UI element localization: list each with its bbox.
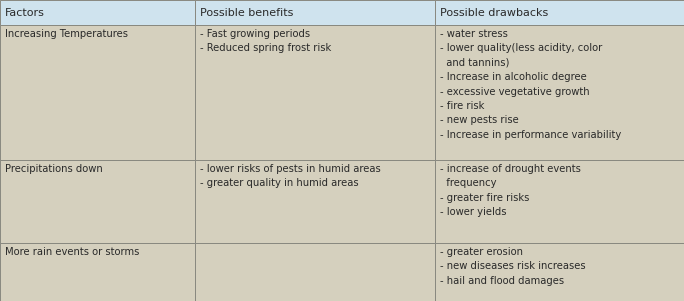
Text: Factors: Factors — [5, 8, 45, 17]
Bar — [0, 160, 195, 243]
Text: - greater erosion
- new diseases risk increases
- hail and flood damages: - greater erosion - new diseases risk in… — [440, 247, 586, 286]
Bar — [435, 160, 684, 243]
Text: - water stress
- lower quality(less acidity, color
  and tannins)
- Increase in : - water stress - lower quality(less acid… — [440, 29, 621, 140]
Bar — [0, 243, 195, 301]
Text: - Fast growing periods
- Reduced spring frost risk: - Fast growing periods - Reduced spring … — [200, 29, 331, 53]
Bar — [195, 243, 435, 301]
Bar — [0, 25, 195, 160]
Bar — [435, 25, 684, 160]
Bar — [435, 0, 684, 25]
Text: - lower risks of pests in humid areas
- greater quality in humid areas: - lower risks of pests in humid areas - … — [200, 164, 381, 188]
Bar — [195, 25, 435, 160]
Bar — [195, 0, 435, 25]
Text: Possible drawbacks: Possible drawbacks — [440, 8, 549, 17]
Text: Precipitations down: Precipitations down — [5, 164, 103, 174]
Bar — [435, 243, 684, 301]
Text: More rain events or storms: More rain events or storms — [5, 247, 140, 257]
Bar — [0, 0, 195, 25]
Text: Increasing Temperatures: Increasing Temperatures — [5, 29, 128, 39]
Bar — [195, 160, 435, 243]
Text: Possible benefits: Possible benefits — [200, 8, 293, 17]
Text: - increase of drought events
  frequency
- greater fire risks
- lower yields: - increase of drought events frequency -… — [440, 164, 581, 217]
